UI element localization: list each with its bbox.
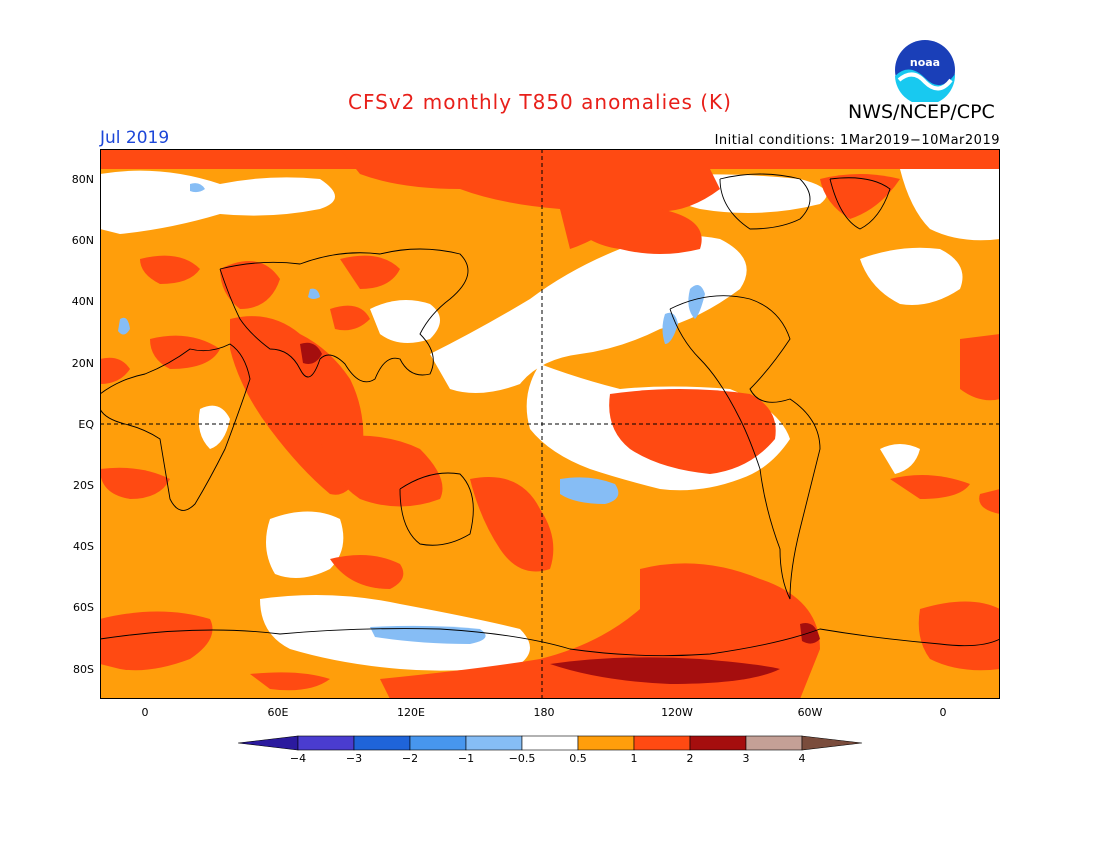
lon-label-180: 180	[533, 706, 555, 719]
colorbar-label: 1	[630, 752, 638, 765]
colorbar-swatch	[353, 735, 411, 751]
logo-bird	[897, 72, 953, 91]
map-frame	[100, 149, 1000, 699]
lon-label-120e: 120E	[397, 706, 425, 719]
noaa-logo: noaa	[895, 40, 956, 102]
lat-label-20n: 20N	[71, 357, 94, 370]
agency-label: NWS/NCEP/CPC	[848, 101, 995, 123]
field-hot-regions	[300, 342, 820, 684]
colorbar-label: 3	[742, 752, 750, 765]
colorbar	[238, 735, 863, 751]
colorbar-swatch	[465, 735, 523, 751]
lon-label-120w: 120W	[661, 706, 693, 719]
logo-wave	[895, 69, 956, 102]
lon-label-0-east: 0	[939, 706, 947, 719]
lon-label-60w: 60W	[797, 706, 823, 719]
colorbar-label: −2	[401, 752, 419, 765]
colorbar-label: −4	[289, 752, 307, 765]
colorbar-label: 2	[686, 752, 694, 765]
lat-label-80n: 80N	[71, 173, 94, 186]
colorbar-label: −0.5	[508, 752, 536, 765]
lat-label-40n: 40N	[71, 295, 94, 308]
map-title: CFSv2 monthly T850 anomalies (K)	[348, 90, 732, 114]
colorbar-swatch	[745, 735, 803, 751]
colorbar-swatch	[297, 735, 355, 751]
lat-label-eq: EQ	[78, 418, 94, 431]
anomaly-map	[100, 149, 1000, 699]
logo-text: noaa	[910, 56, 940, 69]
colorbar-swatch	[577, 735, 635, 751]
initial-conditions: Initial conditions: 1Mar2019−10Mar2019	[714, 133, 1000, 148]
colorbar-label: −1	[457, 752, 475, 765]
coastlines	[100, 173, 1000, 657]
colorbar-swatch	[633, 735, 691, 751]
colorbar-swatch	[521, 735, 579, 751]
lat-label-40s: 40S	[73, 540, 94, 553]
colorbar-label: 4	[798, 752, 806, 765]
lat-label-60n: 60N	[71, 234, 94, 247]
colorbar-swatch	[689, 735, 747, 751]
colorbar-arrow-low	[238, 735, 299, 751]
lat-label-80s: 80S	[73, 663, 94, 676]
lon-label-60e: 60E	[267, 706, 289, 719]
lat-label-60s: 60S	[73, 601, 94, 614]
forecast-month: Jul 2019	[100, 128, 170, 148]
colorbar-label: −3	[345, 752, 363, 765]
colorbar-swatch	[409, 735, 467, 751]
lat-label-20s: 20S	[73, 479, 94, 492]
colorbar-label: 0.5	[569, 752, 587, 765]
colorbar-arrow-high	[801, 735, 863, 751]
field-neutral-regions	[100, 164, 1000, 671]
lon-label-0-west: 0	[141, 706, 149, 719]
